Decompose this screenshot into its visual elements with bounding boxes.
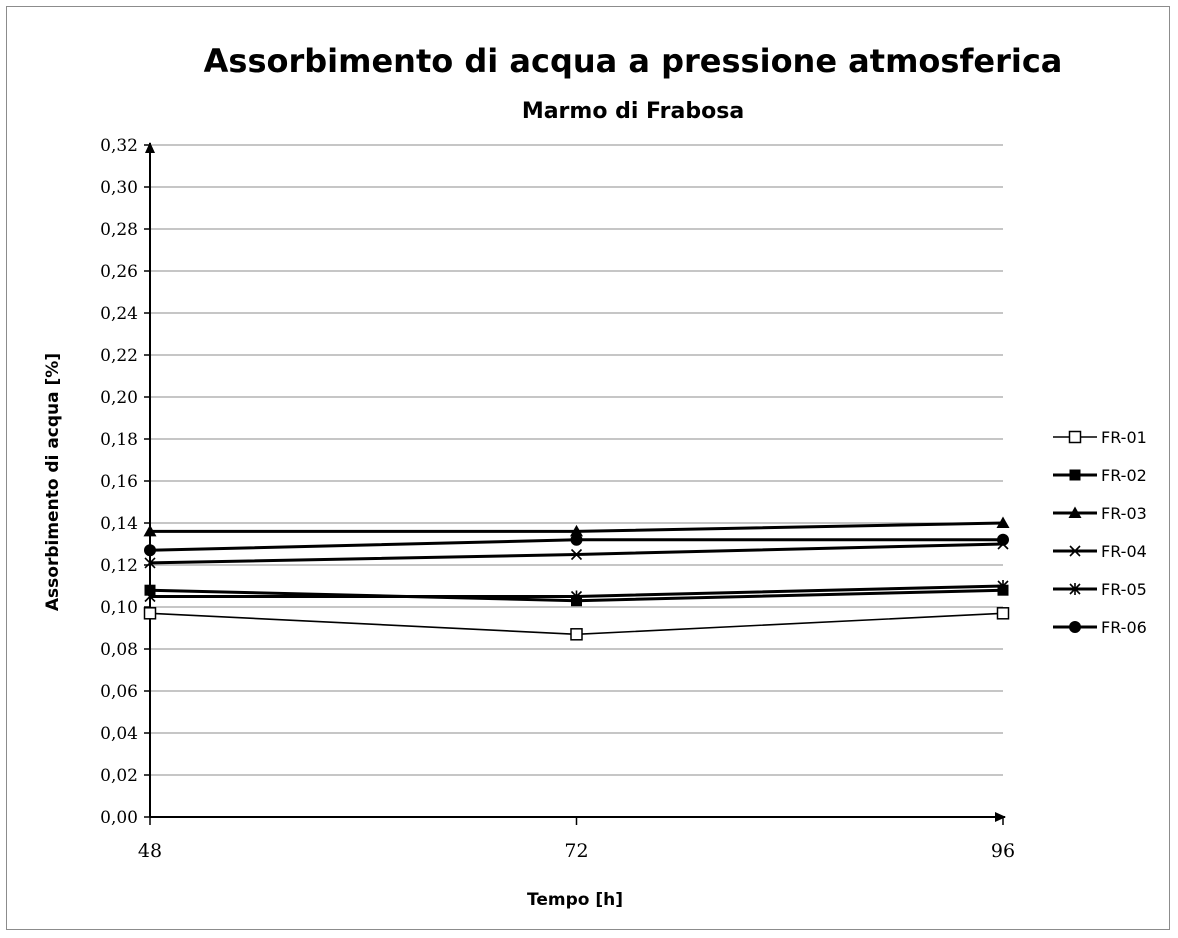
chart-subtitle: Marmo di Frabosa [522, 99, 744, 124]
x-axis-arrow [995, 812, 1006, 822]
legend-label: FR-05 [1101, 580, 1147, 599]
y-tick-label: 0,12 [100, 556, 138, 576]
axes: 0,00 0,02 0,04 0,06 0,08 0,10 0,12 0,14 0,16 0,18… [100, 136, 1015, 862]
data-point [145, 608, 156, 619]
y-tick-label: 0,14 [100, 514, 138, 534]
y-tick-label: 0,06 [100, 682, 138, 702]
y-tick-label: 0,10 [100, 598, 138, 618]
data-point [1069, 621, 1081, 633]
y-tick-label: 0,20 [100, 388, 138, 408]
x-tick-label: 96 [991, 840, 1015, 862]
data-point [997, 534, 1009, 546]
legend-item: FR-01 [1053, 428, 1147, 447]
legend-label: FR-03 [1101, 504, 1147, 523]
y-tick-label: 0,16 [100, 472, 138, 492]
y-tick-label: 0,08 [100, 640, 138, 660]
series-fr-06 [144, 534, 1009, 557]
data-point [1070, 470, 1081, 481]
series-fr-05 [145, 580, 1008, 603]
legend-item: FR-02 [1053, 466, 1147, 485]
y-axis-label: Assorbimento di acqua [%] [43, 353, 63, 611]
data-point [144, 544, 156, 556]
y-tick-label: 0,22 [100, 346, 138, 366]
legend-item: FR-03 [1053, 504, 1147, 523]
data-point [1070, 432, 1081, 443]
y-tick-label: 0,24 [100, 304, 138, 324]
y-tick-label: 0,04 [100, 724, 138, 744]
y-tick-label: 0,30 [100, 178, 138, 198]
legend-label: FR-01 [1101, 428, 1147, 447]
y-tick-label: 0,00 [100, 808, 138, 828]
legend: FR-01 FR-02 FR-03 FR-04 FR-05 FR-06 [1053, 428, 1147, 637]
series-layer [144, 517, 1010, 640]
legend-label: FR-04 [1101, 542, 1147, 561]
y-tick-label: 0,32 [100, 136, 138, 156]
x-axis-label: Tempo [h] [527, 890, 623, 910]
x-tick-label: 72 [564, 840, 588, 862]
series-fr-03 [144, 517, 1010, 537]
data-point [571, 629, 582, 640]
series-fr-01 [145, 608, 1009, 640]
data-point [571, 534, 583, 546]
y-axis-arrow [145, 142, 155, 153]
chart-title: Assorbimento di acqua a pressione atmosf… [204, 42, 1063, 80]
x-tick-label: 48 [138, 840, 162, 862]
legend-item: FR-06 [1053, 618, 1147, 637]
y-tick-label: 0,28 [100, 220, 138, 240]
y-tick-label: 0,02 [100, 766, 138, 786]
y-tick-label: 0,26 [100, 262, 138, 282]
legend-label: FR-06 [1101, 618, 1147, 637]
y-tick-label: 0,18 [100, 430, 138, 450]
grid-lines [150, 145, 1003, 775]
legend-item: FR-04 [1053, 542, 1147, 561]
legend-item: FR-05 [1053, 580, 1147, 599]
legend-label: FR-02 [1101, 466, 1147, 485]
data-point [998, 608, 1009, 619]
